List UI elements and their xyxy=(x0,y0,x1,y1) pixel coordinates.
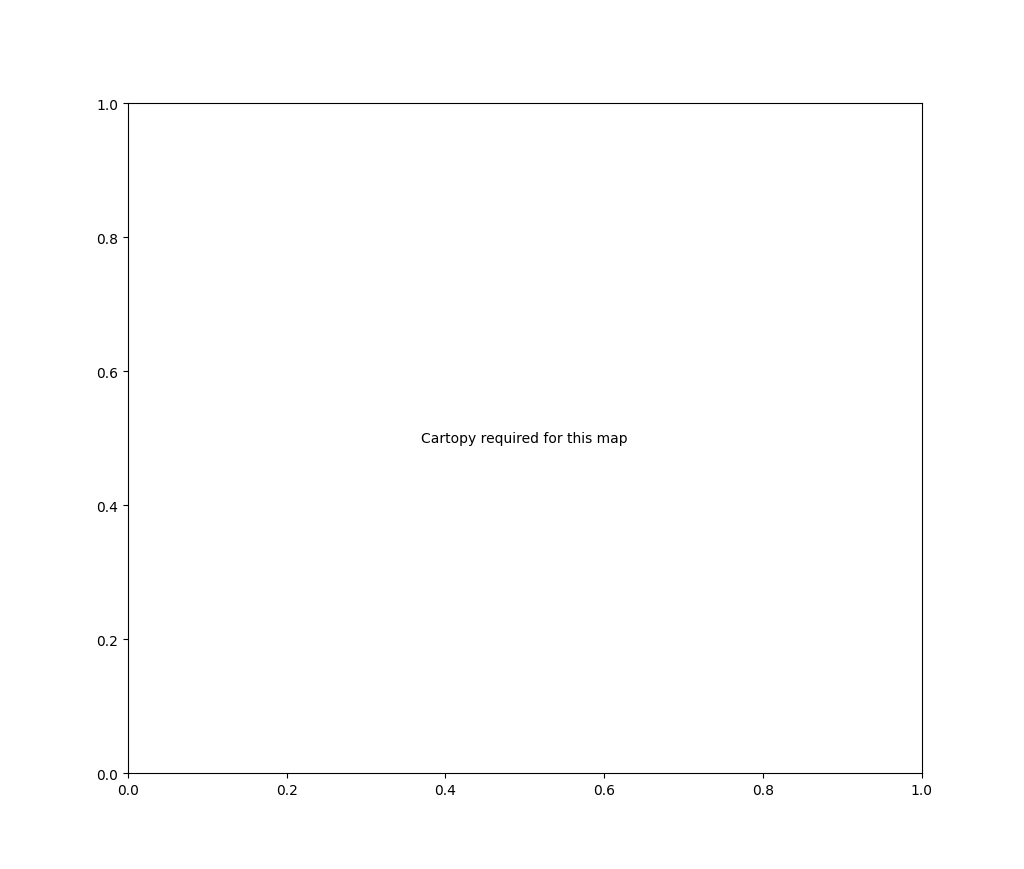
Text: Cartopy required for this map: Cartopy required for this map xyxy=(422,432,628,446)
